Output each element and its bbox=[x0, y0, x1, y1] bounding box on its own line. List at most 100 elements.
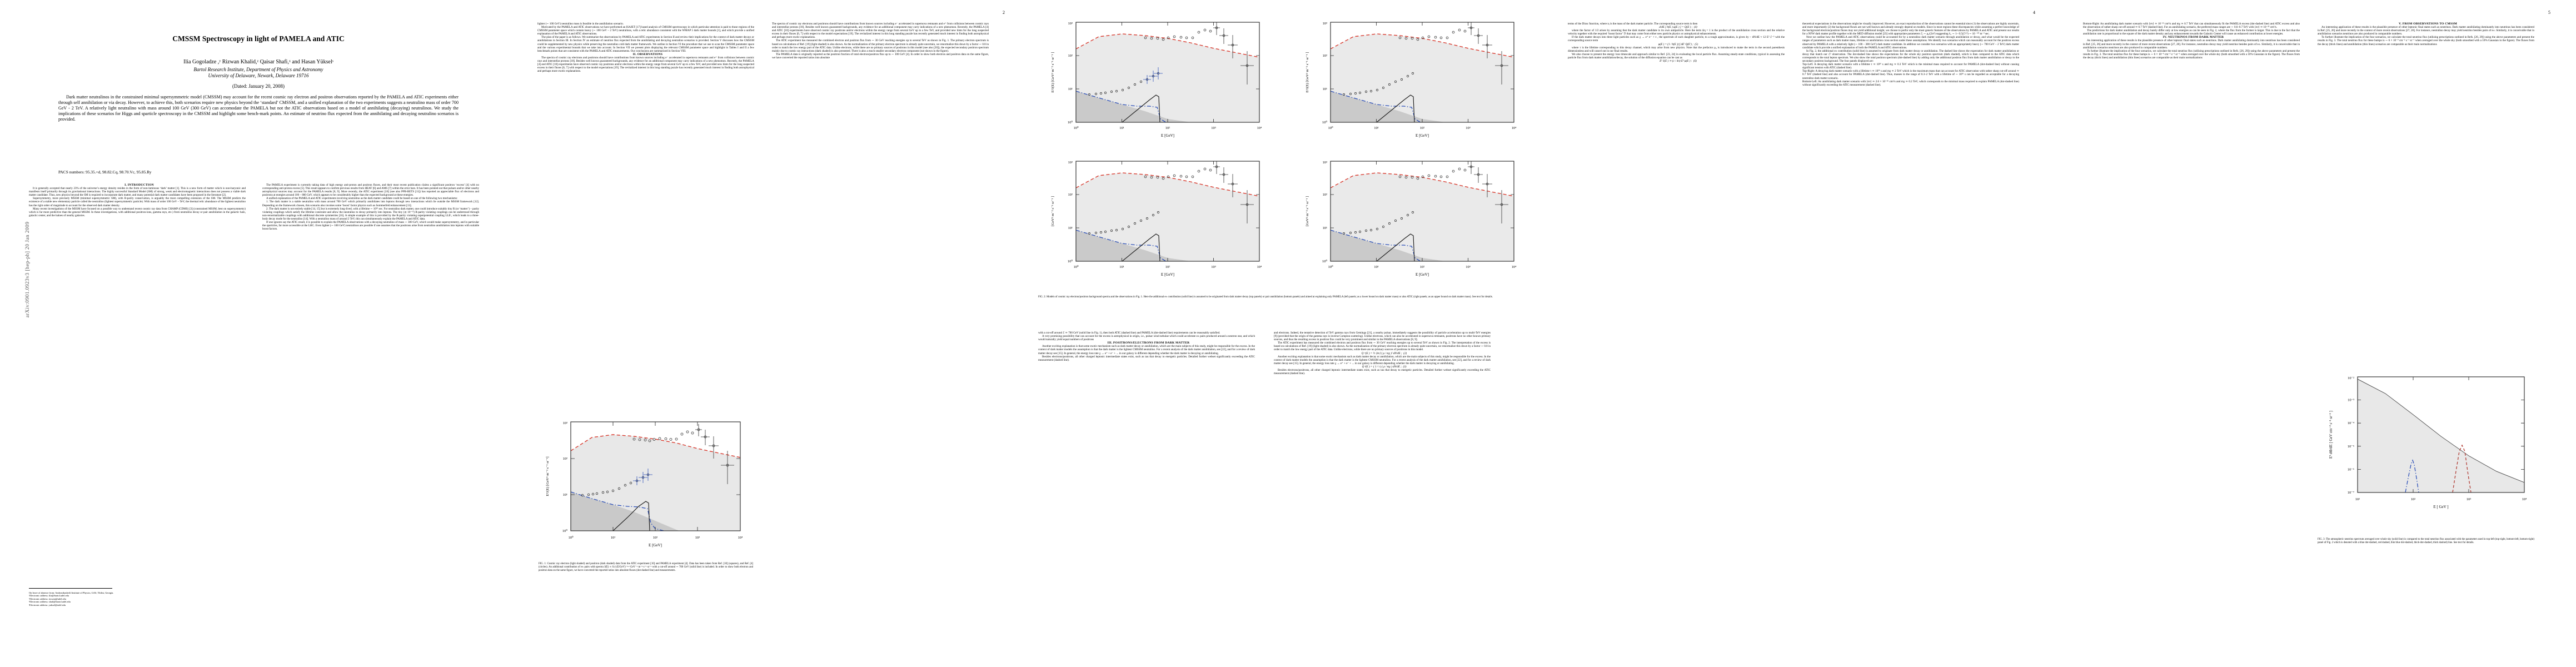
paragraph: Bottom-Left: An annihilating dark matter… bbox=[1802, 79, 2019, 87]
section-heading-observations-to-cmssm: V. FROM OBSERVATIONS TO CMSSM bbox=[2398, 22, 2457, 26]
svg-text:10¹: 10¹ bbox=[1119, 126, 1124, 130]
paragraph: To further illustrate the implication of… bbox=[2318, 36, 2534, 46]
svg-text:10⁰: 10⁰ bbox=[1322, 120, 1328, 125]
figure-2-panels: 10⁰ 10¹ 10² 10³ 10⁴ E [GeV] 10⁰ 10¹ 10² … bbox=[1036, 10, 1539, 288]
equation-6-number: (6) bbox=[1693, 59, 1697, 63]
svg-text:E [GeV]: E [GeV] bbox=[1416, 272, 1429, 277]
svg-text:10²: 10² bbox=[1165, 265, 1170, 269]
paragraph: Besides electrons/positrons, all other c… bbox=[1274, 369, 1491, 376]
page3-column-2: and electrons. Indeed, the tentative det… bbox=[1274, 331, 1491, 375]
footnote-rule bbox=[29, 588, 112, 589]
svg-text:10⁴: 10⁴ bbox=[2522, 497, 2528, 501]
abstract: Dark matter neutralinos in the constrain… bbox=[58, 94, 459, 122]
svg-text:10⁴: 10⁴ bbox=[1512, 126, 1517, 130]
page-number: 2 bbox=[1003, 10, 1005, 15]
paragraph: The PAMELA experiment is currently takin… bbox=[262, 183, 479, 197]
svg-text:10⁰: 10⁰ bbox=[1073, 265, 1079, 269]
figure-1-label: FIG. 1: bbox=[539, 563, 547, 565]
paragraph: Besides electrons/positrons, all other c… bbox=[1038, 355, 1255, 362]
paragraph: The plan of the paper is as follows. We … bbox=[537, 36, 754, 53]
paragraph: We also choose to present the energy los… bbox=[1568, 52, 1785, 59]
figure-3-text: The atmospheric neutrino spectrum averag… bbox=[2318, 538, 2534, 544]
paragraph: terms of the Dirac function, where nᵢ is… bbox=[1568, 22, 1698, 26]
paragraph: Motivated by the PAMELA and ATIC observa… bbox=[537, 26, 754, 36]
paragraph: Another exciting explanation is that som… bbox=[1274, 355, 1491, 365]
paragraph: Supersymmetry, more precisely MSSM (mini… bbox=[29, 197, 246, 207]
svg-text:E³J(E) [GeV² m⁻² s⁻¹ sr⁻¹ ]: E³J(E) [GeV² m⁻² s⁻¹ sr⁻¹ ] bbox=[1051, 52, 1055, 93]
svg-text:10¹: 10¹ bbox=[1323, 226, 1328, 230]
paragraph: It is generally accepted that nearly 23%… bbox=[29, 187, 246, 197]
svg-text:10³: 10³ bbox=[2467, 497, 2472, 501]
paragraph: theoretical expectations in the observat… bbox=[1802, 22, 2019, 36]
page3-column-1: with a cut-off around ℰ ≃ 700 GeV (solid… bbox=[1038, 331, 1255, 362]
page-2: 2 lighter (∼ 100 GeV) neutralino mass is… bbox=[515, 0, 1030, 667]
paragraph: The ATIC experiment has measured the com… bbox=[772, 39, 989, 53]
svg-text:10³: 10³ bbox=[1323, 161, 1328, 165]
page-3: 3 bbox=[1030, 0, 1546, 667]
svg-text:10¹: 10¹ bbox=[1068, 226, 1073, 230]
svg-text:10²: 10² bbox=[1323, 193, 1328, 197]
svg-text:10⁰: 10⁰ bbox=[562, 529, 568, 533]
paragraph: where τ is the lifetime corresponding to… bbox=[1568, 46, 1785, 53]
svg-text:10²: 10² bbox=[1068, 193, 1073, 197]
page1-column-2: The PAMELA experiment is currently takin… bbox=[262, 183, 479, 231]
equation-2-number: (2) bbox=[1403, 351, 1407, 355]
section-heading-intro: I. INTRODUCTION bbox=[124, 183, 154, 187]
figure-3-caption: FIG. 3: The atmospheric neutrino spectru… bbox=[2318, 538, 2534, 545]
svg-text:10²: 10² bbox=[1420, 265, 1425, 269]
svg-text:10⁻³: 10⁻³ bbox=[2348, 399, 2354, 402]
svg-text:10¹: 10¹ bbox=[1119, 265, 1124, 269]
svg-text:10²: 10² bbox=[563, 457, 568, 461]
svg-text:10²: 10² bbox=[653, 536, 658, 540]
page5-column-1: Bottom-Right: An annihilating dark matte… bbox=[2083, 22, 2300, 59]
affiliation-line-1: Bartol Research Institute, Department of… bbox=[193, 67, 323, 72]
svg-text:10⁻⁶: 10⁻⁶ bbox=[2348, 467, 2354, 471]
paragraph: An interesting application of these resu… bbox=[2318, 26, 2534, 36]
equation-4-number: (4) bbox=[1693, 26, 1697, 29]
page-title: CMSSM Spectroscopy in light of PAMELA an… bbox=[172, 34, 345, 43]
paragraph: Bottom-Right: An annihilating dark matte… bbox=[2083, 22, 2300, 29]
pacs-numbers: PACS numbers: 95.35.+d, 98.82.Cq, 98.70.… bbox=[58, 170, 152, 175]
svg-text:10⁻²: 10⁻² bbox=[2348, 376, 2354, 380]
svg-text:E [GeV]: E [GeV] bbox=[1161, 133, 1174, 138]
footnotes: On leave of absence from: Andronikashvil… bbox=[29, 591, 246, 606]
paragraph: Top-Left: A decaying dark matter scenari… bbox=[1802, 63, 2019, 70]
paragraph: and electrons. Indeed, the tentative det… bbox=[1274, 331, 1491, 342]
page4-column-1: terms of the Dirac function, where nᵢ is… bbox=[1568, 22, 1785, 63]
svg-text:10³: 10³ bbox=[1068, 161, 1073, 165]
fig1-xlabel: E [GeV] bbox=[649, 543, 662, 547]
svg-text:10³: 10³ bbox=[1211, 126, 1216, 130]
svg-text:10²: 10² bbox=[2411, 497, 2416, 501]
svg-text:10⁴: 10⁴ bbox=[1257, 126, 1263, 130]
paragraph: lighter (∼ 100 GeV) neutralino mass is f… bbox=[537, 22, 624, 26]
svg-text:10⁰: 10⁰ bbox=[1328, 265, 1333, 269]
paragraph: Another exciting explanation is that som… bbox=[1038, 345, 1255, 355]
page-number: 5 bbox=[2548, 10, 2550, 15]
svg-text:E [GeV]: E [GeV] bbox=[1416, 133, 1429, 138]
svg-text:10⁰: 10⁰ bbox=[1073, 126, 1079, 130]
svg-text:10¹: 10¹ bbox=[1323, 87, 1328, 91]
footnote-item: ˢElectronic address: yuksel@udel.edu bbox=[29, 603, 66, 606]
svg-text:10⁰: 10⁰ bbox=[568, 535, 574, 540]
svg-text:10⁻⁷: 10⁻⁷ bbox=[2348, 491, 2354, 495]
svg-text:10⁻⁴: 10⁻⁴ bbox=[2348, 421, 2355, 425]
page1-column-1: I. INTRODUCTION It is generally accepted… bbox=[29, 183, 246, 217]
page-4: 4 terms of the Dirac function, where nᵢ … bbox=[1546, 0, 2061, 667]
svg-text:10⁴: 10⁴ bbox=[738, 536, 744, 540]
equation-5: φ(E ) = (1 / b(E )) ∫ dE′ Q(E′) ; bbox=[1658, 42, 1693, 46]
paragraph: Next we outline how the PAMELA and ATIC … bbox=[1802, 36, 2019, 49]
equation-4: d/dE [ b(E ) φ(E ) ] = Q(E ) ; bbox=[1659, 26, 1693, 29]
page2-column-1: lighter (∼ 100 GeV) neutralino mass is f… bbox=[537, 22, 754, 73]
svg-text:10⁴: 10⁴ bbox=[1512, 265, 1517, 269]
paragraph: If one ignores say the ATIC result, it i… bbox=[262, 221, 479, 231]
paragraph: A very promising possibility that can ac… bbox=[1038, 335, 1255, 342]
author-list: Ilia Gogoladze ,ʸ Rizwan Khalid,ᶻ Qaisar… bbox=[183, 59, 333, 65]
paragraph: To further illustrate the implication of… bbox=[2083, 49, 2300, 59]
page-number: 4 bbox=[2033, 10, 2035, 15]
svg-text:10³: 10³ bbox=[1211, 265, 1216, 269]
paragraph: Top-Right: A decaying dark matter scenar… bbox=[1802, 69, 2019, 80]
paragraph: Many recent investigations of the MSSM h… bbox=[29, 207, 246, 217]
svg-text:10⁰: 10⁰ bbox=[1068, 259, 1073, 263]
affiliation-line-2: University of Delaware, Newark, Delaware… bbox=[208, 73, 309, 78]
footnote-item: On leave of absence from: Andronikashvil… bbox=[29, 591, 114, 594]
